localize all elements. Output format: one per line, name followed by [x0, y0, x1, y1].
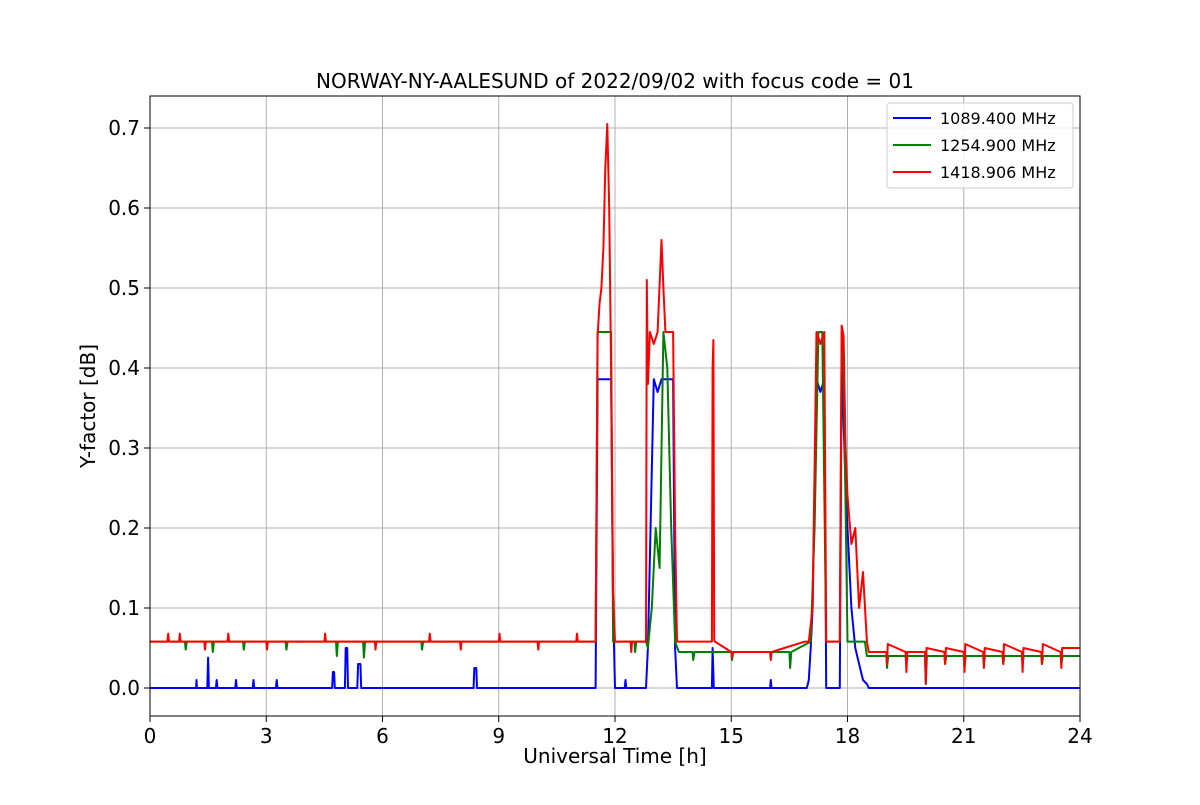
y-tick-label: 0.1: [108, 596, 140, 620]
y-axis-label: Y-factor [dB]: [76, 344, 100, 469]
x-tick-label: 24: [1067, 724, 1092, 748]
y-tick-label: 0.5: [108, 276, 140, 300]
y-tick-label: 0.2: [108, 516, 140, 540]
legend-box: [886, 102, 1074, 189]
x-tick-label: 3: [260, 724, 273, 748]
y-tick-label: 0.3: [108, 436, 140, 460]
x-tick-label: 15: [719, 724, 744, 748]
y-axis-ticks: 0.0 0.1 0.2 0.3 0.4 0.5 0.6 0.7: [108, 116, 150, 700]
x-tick-label: 21: [951, 724, 976, 748]
plot-area: 0 3 6 9 12 15 18 21 24 0.0 0.1 0.2 0.3 0.4 0.5 0.6 0.7: [108, 95, 1093, 748]
legend-label: 1089.400 MHz: [940, 109, 1056, 128]
chart-title: NORWAY-NY-AALESUND of 2022/09/02 with fo…: [316, 69, 914, 93]
y-tick-label: 0.0: [108, 676, 140, 700]
x-tick-label: 18: [835, 724, 860, 748]
y-tick-label: 0.6: [108, 196, 140, 220]
x-axis-ticks: 0 3 6 9 12 15 18 21 24: [144, 716, 1093, 748]
legend-entries: 1089.400 MHz 1254.900 MHz 1418.906 MHz: [893, 109, 1056, 182]
x-tick-label: 9: [492, 724, 505, 748]
x-tick-label: 12: [602, 724, 627, 748]
series-lines: [150, 123, 1080, 689]
x-tick-label: 0: [144, 724, 157, 748]
x-axis-label: Universal Time [h]: [523, 744, 706, 768]
legend-label: 1418.906 MHz: [940, 163, 1056, 182]
y-tick-label: 0.4: [108, 356, 140, 380]
legend-label: 1254.900 MHz: [940, 136, 1056, 155]
series-line: [150, 123, 1080, 685]
x-tick-label: 6: [376, 724, 389, 748]
y-tick-label: 0.7: [108, 116, 140, 140]
legend: 1089.400 MHz 1254.900 MHz 1418.906 MHz: [886, 102, 1074, 189]
